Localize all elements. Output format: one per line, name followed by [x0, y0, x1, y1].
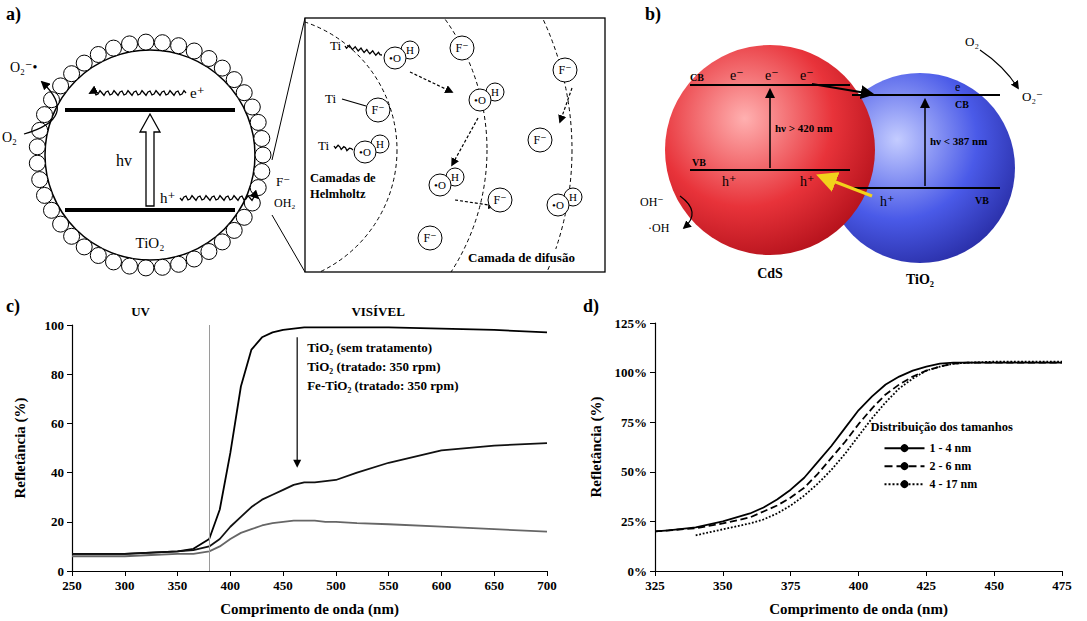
svg-text:VB: VB: [975, 195, 989, 206]
svg-text:H: H: [406, 44, 414, 56]
svg-text:·OH: ·OH: [648, 221, 670, 235]
svg-text:H: H: [491, 86, 499, 98]
svg-text:550: 550: [379, 578, 399, 593]
svg-text:e⁻: e⁻: [730, 68, 744, 83]
svg-text:e: e: [955, 80, 960, 94]
svg-text:Fe-TiO₂ (tratado: 350 rpm): Fe-TiO₂ (tratado: 350 rpm): [307, 378, 458, 393]
svg-text:TiO₂: TiO₂: [906, 272, 934, 287]
svg-text:CB: CB: [955, 99, 969, 110]
svg-text:b): b): [645, 4, 661, 25]
svg-text:F⁻: F⁻: [276, 174, 290, 189]
svg-text:F⁻: F⁻: [455, 41, 468, 55]
svg-text:CdS: CdS: [757, 266, 783, 281]
svg-text:0%: 0%: [628, 564, 648, 579]
svg-text:250: 250: [62, 578, 82, 593]
svg-text:OH₂: OH₂: [274, 196, 296, 210]
svg-text:H: H: [451, 171, 459, 183]
svg-text:VISÍVEL: VISÍVEL: [351, 304, 405, 319]
svg-text:Ti: Ti: [330, 38, 341, 53]
svg-text:F⁻: F⁻: [533, 133, 546, 147]
svg-text:Helmholtz: Helmholtz: [310, 187, 366, 201]
svg-text:75%: 75%: [621, 415, 647, 430]
svg-text:TiO₂ (tratado: 350 rpm): TiO₂ (tratado: 350 rpm): [307, 359, 440, 374]
svg-text:a): a): [6, 4, 21, 25]
svg-text:375: 375: [781, 578, 801, 593]
svg-text:400: 400: [849, 578, 869, 593]
svg-text:0: 0: [58, 564, 65, 579]
svg-text:20: 20: [51, 514, 64, 529]
svg-text:H: H: [569, 191, 577, 203]
svg-text:Ti: Ti: [318, 138, 329, 153]
svg-text:CB: CB: [690, 72, 704, 83]
svg-text:e⁺: e⁺: [190, 85, 205, 101]
svg-text:Refletância (%): Refletância (%): [588, 396, 605, 497]
svg-text:Camada de difusão: Camada de difusão: [468, 250, 575, 265]
svg-text:4 - 17 nm: 4 - 17 nm: [930, 477, 978, 491]
svg-text:O₂: O₂: [2, 130, 17, 145]
svg-text:1 - 4 nm: 1 - 4 nm: [930, 441, 972, 455]
svg-text:500: 500: [326, 578, 346, 593]
svg-text:•O: •O: [552, 199, 564, 211]
svg-text:100%: 100%: [615, 365, 648, 380]
svg-text:700: 700: [537, 578, 557, 593]
svg-text:UV: UV: [131, 304, 150, 319]
svg-text:e⁻: e⁻: [800, 68, 814, 83]
svg-text:•O: •O: [389, 52, 401, 64]
svg-text:Distribuição dos tamanhos: Distribuição dos tamanhos: [871, 420, 1014, 434]
svg-text:VB: VB: [692, 157, 706, 168]
svg-text:TiO₂: TiO₂: [136, 235, 165, 251]
svg-text:60: 60: [51, 416, 64, 431]
svg-text:100: 100: [45, 318, 65, 333]
svg-text:F⁻: F⁻: [371, 103, 384, 117]
svg-text:hv: hv: [116, 152, 132, 169]
svg-text:OH⁻: OH⁻: [640, 195, 664, 209]
svg-text:300: 300: [115, 578, 135, 593]
svg-text:425: 425: [917, 578, 937, 593]
svg-text:600: 600: [432, 578, 452, 593]
svg-text:450: 450: [273, 578, 293, 593]
svg-text:•O: •O: [474, 94, 486, 106]
svg-text:F⁻: F⁻: [423, 231, 436, 245]
svg-text:h⁺: h⁺: [722, 174, 736, 189]
svg-text:•O: •O: [359, 146, 371, 158]
svg-text:Refletância (%): Refletância (%): [12, 397, 29, 498]
svg-text:650: 650: [484, 578, 504, 593]
svg-text:Comprimento de onda (nm): Comprimento de onda (nm): [220, 601, 399, 618]
svg-text:Camadas de: Camadas de: [310, 171, 376, 185]
svg-text:350: 350: [713, 578, 733, 593]
svg-text:hν < 387 nm: hν < 387 nm: [930, 135, 987, 147]
svg-text:125%: 125%: [615, 316, 648, 331]
svg-text:325: 325: [645, 578, 665, 593]
svg-text:475: 475: [1052, 578, 1072, 593]
svg-text:h⁺: h⁺: [800, 174, 814, 189]
svg-text:2 - 6 nm: 2 - 6 nm: [930, 459, 972, 473]
svg-text:40: 40: [51, 465, 64, 480]
svg-text:h⁺: h⁺: [160, 190, 175, 206]
svg-text:Ti: Ti: [325, 91, 336, 106]
svg-text:e⁻: e⁻: [765, 68, 779, 83]
html-text:c): c): [6, 296, 20, 316]
svg-text:O₂: O₂: [965, 34, 979, 49]
svg-text:Comprimento de onda (nm): Comprimento de onda (nm): [769, 601, 948, 618]
svg-text:F⁻: F⁻: [493, 193, 506, 207]
svg-text:H: H: [376, 138, 384, 150]
svg-text:350: 350: [168, 578, 188, 593]
svg-text:•O: •O: [434, 179, 446, 191]
svg-text:25%: 25%: [621, 514, 647, 529]
svg-text:F⁻: F⁻: [558, 63, 571, 77]
svg-text:50%: 50%: [621, 464, 647, 479]
html-text:d): d): [583, 296, 599, 316]
svg-text:400: 400: [221, 578, 241, 593]
svg-text:h⁺: h⁺: [880, 194, 894, 209]
svg-text:O₂⁻: O₂⁻: [1022, 89, 1043, 104]
svg-text:hν > 420 nm: hν > 420 nm: [775, 122, 832, 134]
svg-text:450: 450: [984, 578, 1004, 593]
svg-text:O₂⁻•: O₂⁻•: [10, 60, 37, 75]
svg-text:TiO₂ (sem tratamento): TiO₂ (sem tratamento): [307, 340, 432, 355]
svg-text:80: 80: [51, 367, 64, 382]
